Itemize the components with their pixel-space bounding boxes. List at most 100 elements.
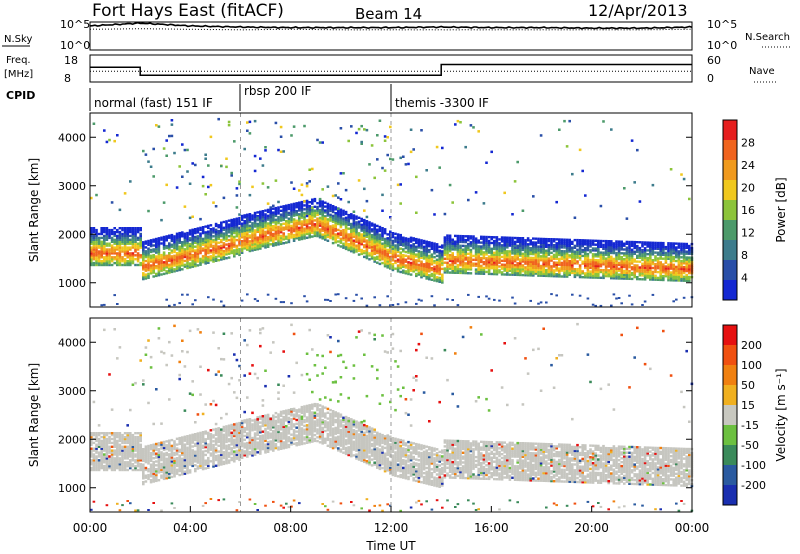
heatmap-cell — [365, 249, 369, 252]
heatmap-cell — [396, 233, 400, 236]
heatmap-cell — [129, 234, 132, 238]
heatmap-cell — [347, 239, 350, 242]
heatmap-cell — [217, 233, 220, 237]
heatmap-cell — [316, 213, 319, 216]
heatmap-cell — [246, 219, 249, 222]
heatmap-cell — [370, 245, 374, 248]
heatmap-cell — [183, 236, 187, 239]
heatmap-cell — [118, 445, 122, 448]
heatmap-cell — [612, 293, 616, 296]
heatmap-cell — [235, 246, 239, 249]
heatmap-cell — [311, 221, 314, 225]
heatmap-cell — [290, 220, 293, 224]
heatmap-cell — [168, 246, 171, 249]
heatmap-cell — [103, 453, 106, 456]
heatmap-cell — [277, 229, 280, 232]
heatmap-cell — [529, 243, 532, 246]
heatmap-cell — [519, 244, 522, 248]
heatmap-cell — [142, 451, 145, 455]
heatmap-cell — [355, 227, 358, 230]
heatmap-cell — [461, 236, 465, 240]
heatmap-cell — [584, 254, 587, 258]
heatmap-cell — [688, 250, 691, 253]
heatmap-cell — [204, 256, 207, 259]
heatmap-cell — [534, 268, 538, 271]
heatmap-cell — [633, 273, 636, 277]
heatmap-cell — [292, 233, 296, 237]
heatmap-cell — [305, 300, 309, 303]
heatmap-cell — [550, 255, 553, 258]
heatmap-cell — [667, 253, 670, 257]
heatmap-cell — [448, 265, 452, 268]
heatmap-cell — [521, 254, 525, 257]
heatmap-cell — [659, 257, 662, 260]
heatmap-cell — [157, 244, 161, 248]
heatmap-cell — [422, 272, 426, 276]
heatmap-cell — [438, 251, 441, 254]
heatmap-cell — [108, 228, 111, 232]
heatmap-cell — [620, 261, 623, 265]
heatmap-cell — [342, 219, 345, 222]
heatmap-cell — [305, 228, 309, 232]
heatmap-cell — [350, 213, 353, 216]
heatmap-cell — [529, 268, 532, 271]
heatmap-cell — [162, 464, 166, 467]
heatmap-cell — [155, 251, 158, 254]
heatmap-cell — [134, 230, 137, 234]
heatmap-cell — [643, 249, 647, 252]
heatmap-cell — [261, 244, 265, 248]
heatmap-cell — [576, 268, 579, 271]
heatmap-cell — [207, 230, 210, 233]
heatmap-cell — [451, 259, 454, 263]
heatmap-cell — [144, 250, 148, 253]
heatmap-cell — [558, 261, 561, 264]
heatmap-cell — [282, 207, 285, 210]
heatmap-cell — [669, 244, 673, 247]
heatmap-cell — [313, 223, 317, 226]
heatmap-cell — [168, 252, 171, 255]
heatmap-cell — [121, 455, 124, 458]
heatmap-cell — [105, 242, 109, 245]
heatmap-cell — [178, 255, 181, 258]
heatmap-cell — [162, 446, 166, 450]
heatmap-cell — [404, 264, 408, 267]
heatmap-cell — [131, 447, 135, 450]
heatmap-cell — [238, 236, 241, 239]
heatmap-cell — [136, 238, 140, 241]
heatmap-cell — [539, 257, 543, 260]
heatmap-cell — [430, 255, 434, 258]
heatmap-cell — [433, 279, 436, 282]
heatmap-cell — [573, 250, 577, 253]
heatmap-cell — [287, 221, 291, 224]
heatmap-cell — [659, 249, 662, 252]
heatmap-cell — [123, 437, 127, 441]
heatmap-cell — [339, 214, 343, 217]
heatmap-cell — [508, 261, 512, 265]
heatmap-cell — [685, 258, 688, 261]
heatmap-cell — [103, 261, 106, 265]
heatmap-cell — [155, 247, 158, 250]
heatmap-cell — [105, 230, 109, 234]
heatmap-cell — [147, 261, 150, 264]
heatmap-cell — [552, 247, 556, 251]
heatmap-cell — [344, 212, 348, 216]
heatmap-cell — [513, 273, 517, 276]
heatmap-cell — [196, 260, 200, 263]
heatmap-cell — [331, 205, 335, 208]
heatmap-cell — [649, 262, 652, 266]
heatmap-cell — [521, 239, 525, 242]
heatmap-cell — [467, 237, 470, 240]
heatmap-cell — [147, 470, 150, 473]
heatmap-cell — [563, 259, 566, 263]
heatmap-cell — [656, 257, 660, 260]
heatmap-cell — [175, 253, 179, 257]
heatmap-cell — [342, 238, 345, 242]
heatmap-cell — [295, 211, 298, 215]
heatmap-cell — [214, 249, 218, 253]
heatmap-cell — [326, 208, 330, 211]
heatmap-cell — [521, 256, 525, 259]
heatmap-cell — [92, 461, 96, 464]
power-colorbar-label: Power [dB] — [774, 177, 788, 242]
heatmap-cell — [165, 183, 168, 187]
heatmap-cell — [129, 447, 132, 450]
